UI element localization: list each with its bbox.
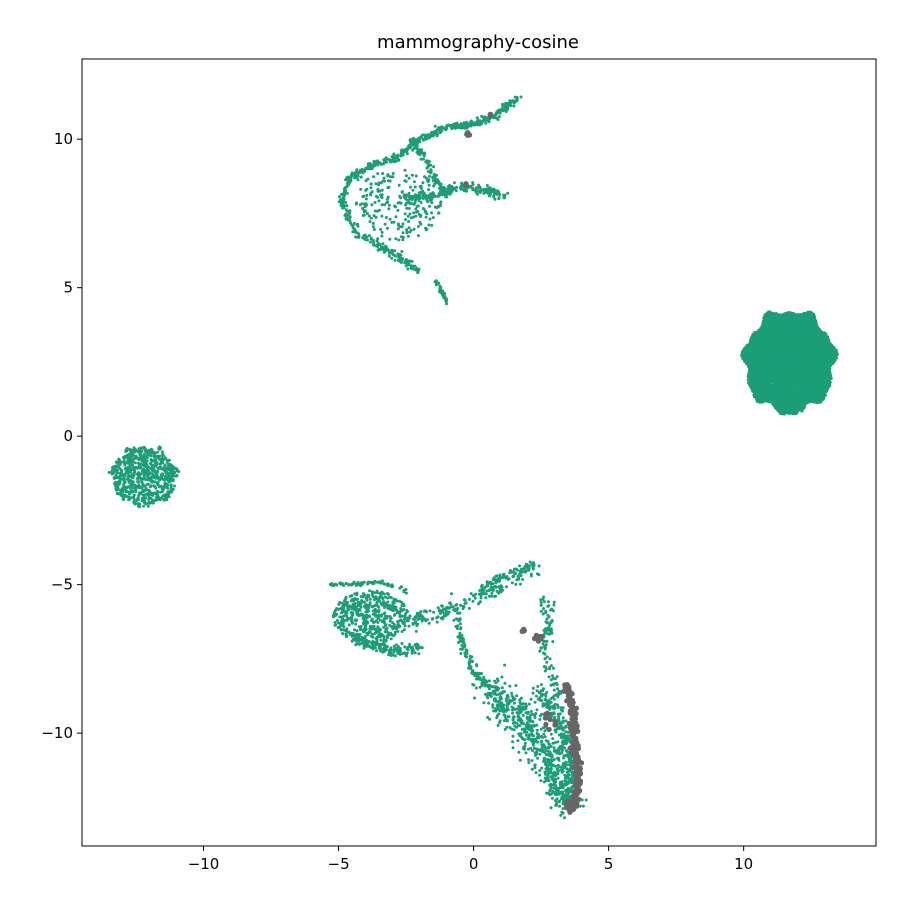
scatter-points <box>107 95 839 820</box>
chart-title: mammography-cosine <box>377 32 579 53</box>
